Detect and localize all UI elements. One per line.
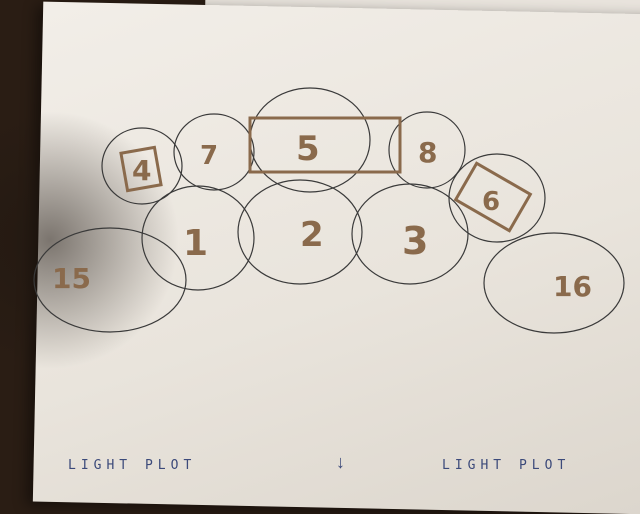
fixture-label: 1 — [183, 223, 208, 264]
circle-1 — [141, 185, 255, 291]
fixture-labels: 4 7 5 8 6 1 2 3 15 16 — [52, 129, 592, 303]
light-plot-sketch: 4 7 5 8 6 1 2 3 15 16 — [33, 87, 625, 334]
circle-15 — [33, 227, 187, 333]
circle-7 — [173, 113, 255, 191]
down-arrow-icon: ↓ — [336, 452, 345, 472]
fixture-label: 16 — [553, 270, 592, 303]
caption-light-plot-right: LIGHT PLOT — [442, 458, 571, 473]
fixture-label: 2 — [300, 215, 324, 255]
ink-boxes — [119, 116, 533, 233]
fixture-label: 7 — [200, 141, 218, 171]
circle-4 — [101, 127, 183, 205]
caption-light-plot-left: LIGHT PLOT — [68, 458, 197, 473]
circle-6 — [448, 153, 546, 243]
fixture-label: 4 — [132, 154, 151, 187]
fixture-label: 6 — [482, 187, 500, 217]
pencil-circles — [33, 87, 625, 334]
circle-3 — [351, 183, 469, 285]
circle-16 — [483, 232, 625, 334]
circle-2 — [237, 179, 363, 285]
box-4 — [119, 145, 163, 193]
box-6 — [453, 161, 533, 233]
circle-8 — [388, 111, 466, 189]
fixture-label: 5 — [296, 129, 320, 169]
fixture-label: 15 — [52, 262, 91, 295]
fixture-label: 8 — [418, 136, 437, 169]
box-5 — [248, 116, 402, 174]
fixture-label: 3 — [402, 219, 428, 263]
